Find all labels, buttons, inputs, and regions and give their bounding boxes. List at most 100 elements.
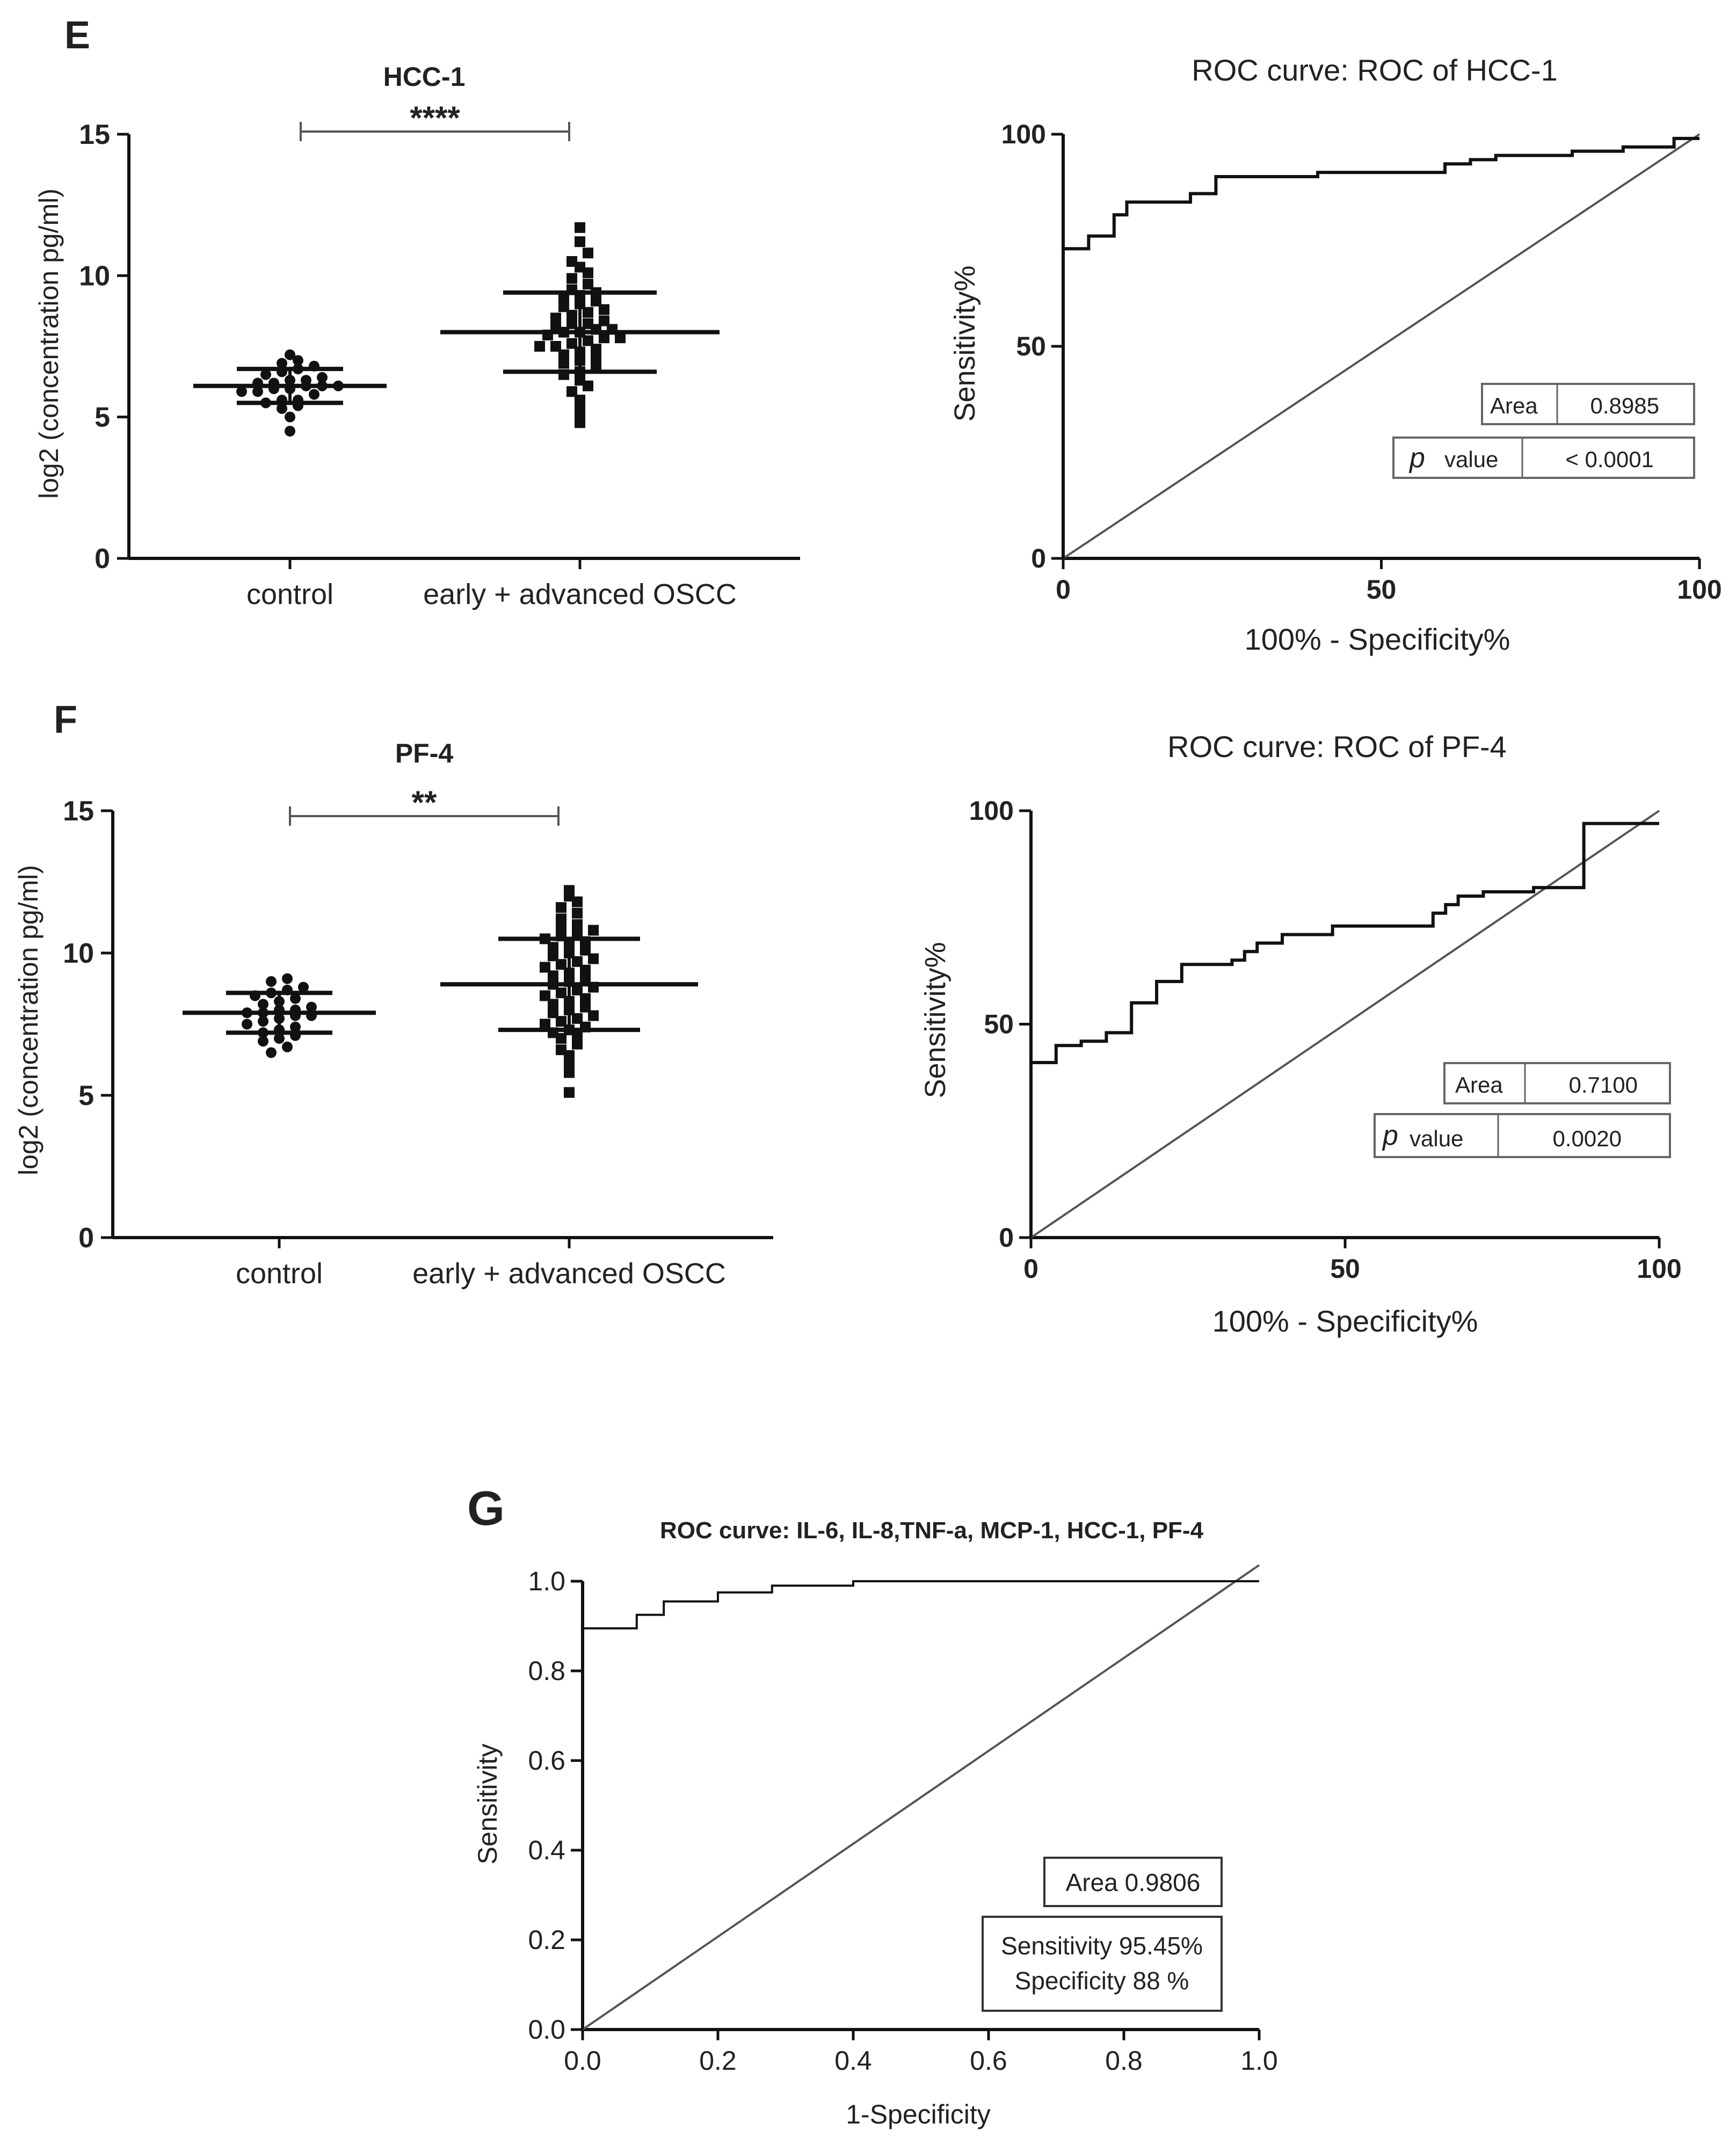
data-point (572, 984, 583, 995)
x-tick-label: early + advanced OSCC (412, 1257, 726, 1290)
reference-diagonal (582, 1564, 1260, 2031)
data-point (266, 976, 277, 987)
data-point (599, 304, 609, 315)
g-roc-plot: 0.0 0.2 0.4 0.6 0.8 1.0 0.0 0.2 0.4 0.6 0.8 1.0 (528, 1564, 1278, 2076)
data-point (550, 312, 561, 324)
data-point (558, 301, 569, 312)
data-point (534, 341, 545, 352)
data-point (580, 964, 591, 976)
data-point (615, 332, 626, 344)
y-tick-label: 0.4 (528, 1835, 565, 1865)
data-point (583, 335, 593, 346)
data-point (285, 349, 295, 360)
f-scatter-ylabel: log2 (concentration pg/ml) (13, 865, 43, 1175)
data-point (556, 1016, 566, 1027)
y-tick-label: 0.8 (528, 1656, 565, 1686)
data-point (290, 993, 301, 1004)
data-point (301, 375, 311, 386)
data-point (258, 1036, 268, 1047)
panel-letter-g: G (467, 1482, 505, 1536)
g-ylabel: Sensitivity (473, 1743, 503, 1864)
f-area-value: 0.7100 (1569, 1072, 1638, 1097)
g-sensitivity-text: Sensitivity 95.45% (1001, 1932, 1203, 1960)
data-point (580, 1001, 591, 1013)
data-point (556, 902, 566, 913)
y-tick-label: 5 (95, 402, 110, 433)
panel-letter-e: E (64, 14, 90, 57)
g-stats-box: Sensitivity 95.45% Specificity 88 % (982, 1916, 1223, 2012)
g-xlabel: 1-Specificity (846, 2099, 991, 2129)
data-point (591, 360, 601, 372)
data-point (266, 1047, 277, 1058)
e-roc-plot: 0 50 100 0 50 100 (1001, 119, 1722, 605)
data-point (548, 999, 558, 1010)
panel-e: E HCC-1 log2 (concentration pg/ml) 0 5 10 1… (34, 14, 1722, 656)
y-tick-label: 0 (999, 1223, 1014, 1253)
data-point (564, 1058, 575, 1070)
data-point (564, 1087, 575, 1098)
y-tick-label: 0 (78, 1223, 94, 1254)
x-tick-label: 50 (1330, 1254, 1360, 1284)
data-point (575, 403, 585, 414)
f-roc-title: ROC curve: ROC of PF-4 (1167, 730, 1507, 763)
data-point (575, 411, 585, 423)
data-point (548, 950, 558, 962)
y-tick-label: 50 (1016, 331, 1046, 361)
e-roc-title: ROC curve: ROC of HCC-1 (1192, 53, 1557, 87)
data-point (309, 389, 319, 400)
data-point (556, 922, 566, 933)
g-roc-title: ROC curve: IL-6, IL-8,TNF-a, MCP-1, HCC-… (660, 1517, 1204, 1544)
data-point (274, 1033, 285, 1044)
data-point (583, 307, 593, 318)
e-area-label: Area (1490, 393, 1538, 418)
data-point (564, 885, 575, 896)
x-tick-label: control (246, 578, 333, 610)
data-point (317, 372, 328, 383)
f-scatter-title: PF-4 (395, 738, 454, 768)
y-tick-label: 15 (79, 119, 110, 150)
data-point (258, 1016, 268, 1027)
e-area-value: 0.8985 (1590, 393, 1659, 418)
data-point (242, 1019, 252, 1030)
data-point (282, 973, 293, 984)
data-point (540, 1019, 550, 1030)
data-point (282, 1041, 293, 1052)
data-point (548, 970, 558, 981)
x-tick-label: 0.0 (564, 2046, 601, 2076)
data-point (306, 1001, 317, 1013)
e-scatter-ylabel: log2 (concentration pg/ml) (34, 188, 64, 499)
data-point (277, 403, 287, 414)
data-point (298, 981, 309, 993)
data-point (293, 355, 303, 366)
y-tick-label: 100 (969, 796, 1014, 826)
panel-f: F PF-4 log2 (concentration pg/ml) 0 5 10 15… (13, 699, 1682, 1338)
data-point (566, 338, 577, 349)
data-point (572, 1013, 583, 1024)
g-area-box: Area 0.9806 (1043, 1857, 1223, 1907)
data-point (556, 987, 566, 999)
data-point (572, 919, 583, 930)
data-point (575, 222, 585, 233)
data-point (572, 1038, 583, 1050)
data-point (252, 386, 263, 397)
x-tick-label: 0 (1056, 575, 1071, 605)
data-point (588, 925, 599, 936)
f-scatter-plot: 0 5 10 15 control early + advanced OSCC ** (63, 784, 773, 1290)
e-p-box: p value < 0.0001 (1392, 437, 1695, 479)
panel-letter-f: F (54, 699, 77, 741)
x-tick-label: 100 (1677, 575, 1722, 605)
x-tick-label: 0.8 (1105, 2046, 1143, 2076)
data-point (556, 1044, 566, 1056)
y-tick-label: 5 (78, 1080, 94, 1111)
data-point (599, 315, 609, 326)
data-point (566, 318, 577, 329)
y-tick-label: 0 (1031, 543, 1046, 573)
f-p-value: 0.0020 (1553, 1126, 1622, 1151)
x-tick-label: 0.6 (970, 2046, 1007, 2076)
y-tick-label: 10 (79, 260, 110, 292)
f-area-label: Area (1455, 1072, 1503, 1097)
data-point (558, 349, 569, 360)
data-point (564, 1067, 575, 1078)
x-tick-label: early + advanced OSCC (423, 578, 737, 610)
